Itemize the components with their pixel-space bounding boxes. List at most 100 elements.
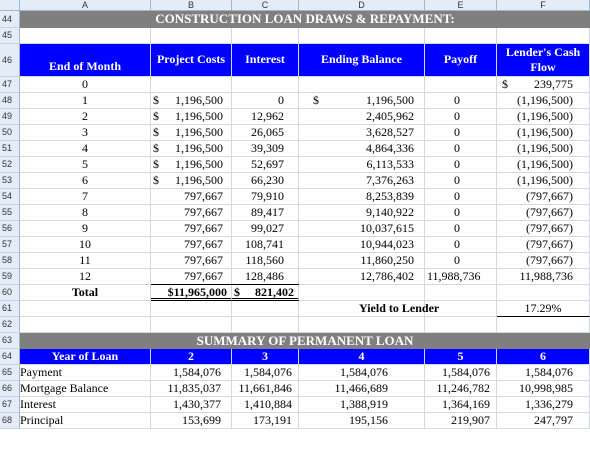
row-header-54[interactable]: 54	[0, 189, 20, 205]
ending-balance-cell[interactable]: 10,944,023	[299, 237, 425, 253]
project-cost-cell[interactable]: 1,196,500	[151, 125, 232, 141]
payoff-cell[interactable]: 0	[425, 189, 497, 205]
payoff-cell[interactable]: 0	[425, 93, 497, 109]
month-cell[interactable]: 5	[20, 157, 151, 173]
row-header-67[interactable]: 67	[0, 397, 20, 413]
month-cell[interactable]: 9	[20, 221, 151, 237]
interest-cell[interactable]: 0	[232, 93, 299, 109]
column-header-a[interactable]: A	[20, 0, 151, 11]
project-cost-cell[interactable]: 797,667	[151, 189, 232, 205]
row-header-47[interactable]: 47	[0, 77, 20, 93]
month-cell[interactable]: 10	[20, 237, 151, 253]
month-cell[interactable]: 0	[20, 77, 151, 93]
lenders-cash-flow-cell[interactable]: (1,196,500)	[497, 157, 590, 173]
payoff-cell[interactable]: 11,988,736	[425, 269, 497, 285]
lenders-cash-flow-cell[interactable]: (797,667)	[497, 189, 590, 205]
interest-cell[interactable]: 39,309	[232, 141, 299, 157]
lenders-cash-flow-cell[interactable]: 11,988,736	[497, 269, 590, 285]
cell[interactable]	[425, 285, 497, 301]
month-cell[interactable]: 3	[20, 125, 151, 141]
summary-value-cell[interactable]: 1,584,076	[232, 365, 299, 381]
summary-value-cell[interactable]: 173,191	[232, 413, 299, 429]
project-cost-cell[interactable]: 1,196,500	[151, 157, 232, 173]
project-cost-cell[interactable]: 797,667	[151, 221, 232, 237]
lenders-cash-flow-cell[interactable]: (1,196,500)	[497, 93, 590, 109]
lenders-cash-flow-cell[interactable]: (797,667)	[497, 221, 590, 237]
lenders-cash-flow-cell[interactable]: (1,196,500)	[497, 173, 590, 189]
interest-cell[interactable]: 118,560	[232, 253, 299, 269]
project-cost-cell[interactable]: 797,667	[151, 237, 232, 253]
summary-value-cell[interactable]: 1,336,279	[497, 397, 590, 413]
summary-value-cell[interactable]: 219,907	[425, 413, 497, 429]
row-header-56[interactable]: 56	[0, 221, 20, 237]
ending-balance-cell[interactable]: 4,864,336	[299, 141, 425, 157]
row-header-57[interactable]: 57	[0, 237, 20, 253]
summary-value-cell[interactable]: 1,388,919	[299, 397, 425, 413]
row-header-51[interactable]: 51	[0, 141, 20, 157]
month-cell[interactable]: 1	[20, 93, 151, 109]
ending-balance-cell[interactable]: 10,037,615	[299, 221, 425, 237]
payoff-cell[interactable]: 0	[425, 237, 497, 253]
row-header-62[interactable]: 62	[0, 317, 20, 333]
summary-value-cell[interactable]: 1,584,076	[299, 365, 425, 381]
column-header-d[interactable]: D	[299, 0, 425, 11]
project-cost-cell[interactable]: 1,196,500	[151, 173, 232, 189]
lenders-cash-flow-cell[interactable]: (797,667)	[497, 205, 590, 221]
interest-cell[interactable]: 26,065	[232, 125, 299, 141]
row-header-64[interactable]: 64	[0, 349, 20, 365]
column-header-f[interactable]: F	[497, 0, 590, 11]
payoff-cell[interactable]: 0	[425, 125, 497, 141]
summary-value-cell[interactable]: 1,584,076	[497, 365, 590, 381]
month-cell[interactable]: 6	[20, 173, 151, 189]
interest-cell[interactable]: 99,027	[232, 221, 299, 237]
row-header-59[interactable]: 59	[0, 269, 20, 285]
row-header-48[interactable]: 48	[0, 93, 20, 109]
summary-value-cell[interactable]: 11,835,037	[151, 381, 232, 397]
ending-balance-cell[interactable]: 6,113,533	[299, 157, 425, 173]
cell[interactable]	[232, 317, 299, 333]
column-header-e[interactable]: E	[425, 0, 497, 11]
summary-value-cell[interactable]: 153,699	[151, 413, 232, 429]
interest-cell[interactable]: 79,910	[232, 189, 299, 205]
cell[interactable]	[497, 285, 590, 301]
cell[interactable]	[151, 317, 232, 333]
row-header-66[interactable]: 66	[0, 381, 20, 397]
ending-balance-cell[interactable]: 2,405,962	[299, 109, 425, 125]
row-header-68[interactable]: 68	[0, 413, 20, 429]
payoff-cell[interactable]: 0	[425, 109, 497, 125]
payoff-cell[interactable]: 0	[425, 173, 497, 189]
ending-balance-cell[interactable]: 7,376,263	[299, 173, 425, 189]
interest-cell[interactable]: 52,697	[232, 157, 299, 173]
interest-cell[interactable]: 12,962	[232, 109, 299, 125]
cell[interactable]	[299, 285, 425, 301]
cell[interactable]	[232, 28, 299, 44]
project-cost-cell[interactable]: 1,196,500	[151, 93, 232, 109]
payoff-cell[interactable]: 0	[425, 205, 497, 221]
lenders-cash-flow-cell[interactable]: (1,196,500)	[497, 141, 590, 157]
interest-cell[interactable]: 108,741	[232, 237, 299, 253]
project-cost-cell[interactable]: 797,667	[151, 253, 232, 269]
lenders-cash-flow-cell[interactable]: (797,667)	[497, 237, 590, 253]
month-cell[interactable]: 7	[20, 189, 151, 205]
payoff-cell[interactable]: 0	[425, 141, 497, 157]
row-header-49[interactable]: 49	[0, 109, 20, 125]
project-cost-cell[interactable]	[151, 77, 232, 93]
corner-select-all[interactable]	[0, 0, 20, 11]
ending-balance-cell[interactable]: 11,860,250	[299, 253, 425, 269]
yield-to-lender-value[interactable]: 17.29%	[497, 301, 590, 317]
month-cell[interactable]: 2	[20, 109, 151, 125]
ending-balance-cell[interactable]: 9,140,922	[299, 205, 425, 221]
row-header-46[interactable]: 46	[0, 44, 20, 77]
column-header-c[interactable]: C	[232, 0, 299, 11]
row-header-63[interactable]: 63	[0, 333, 20, 349]
summary-value-cell[interactable]: 11,466,689	[299, 381, 425, 397]
cell[interactable]	[299, 317, 425, 333]
row-header-65[interactable]: 65	[0, 365, 20, 381]
lenders-cash-flow-cell[interactable]: (797,667)	[497, 253, 590, 269]
summary-value-cell[interactable]: 1,584,076	[151, 365, 232, 381]
cell[interactable]	[232, 301, 299, 317]
lenders-cash-flow-cell[interactable]: (1,196,500)	[497, 125, 590, 141]
row-header-53[interactable]: 53	[0, 173, 20, 189]
row-header-60[interactable]: 60	[0, 285, 20, 301]
row-header-50[interactable]: 50	[0, 125, 20, 141]
